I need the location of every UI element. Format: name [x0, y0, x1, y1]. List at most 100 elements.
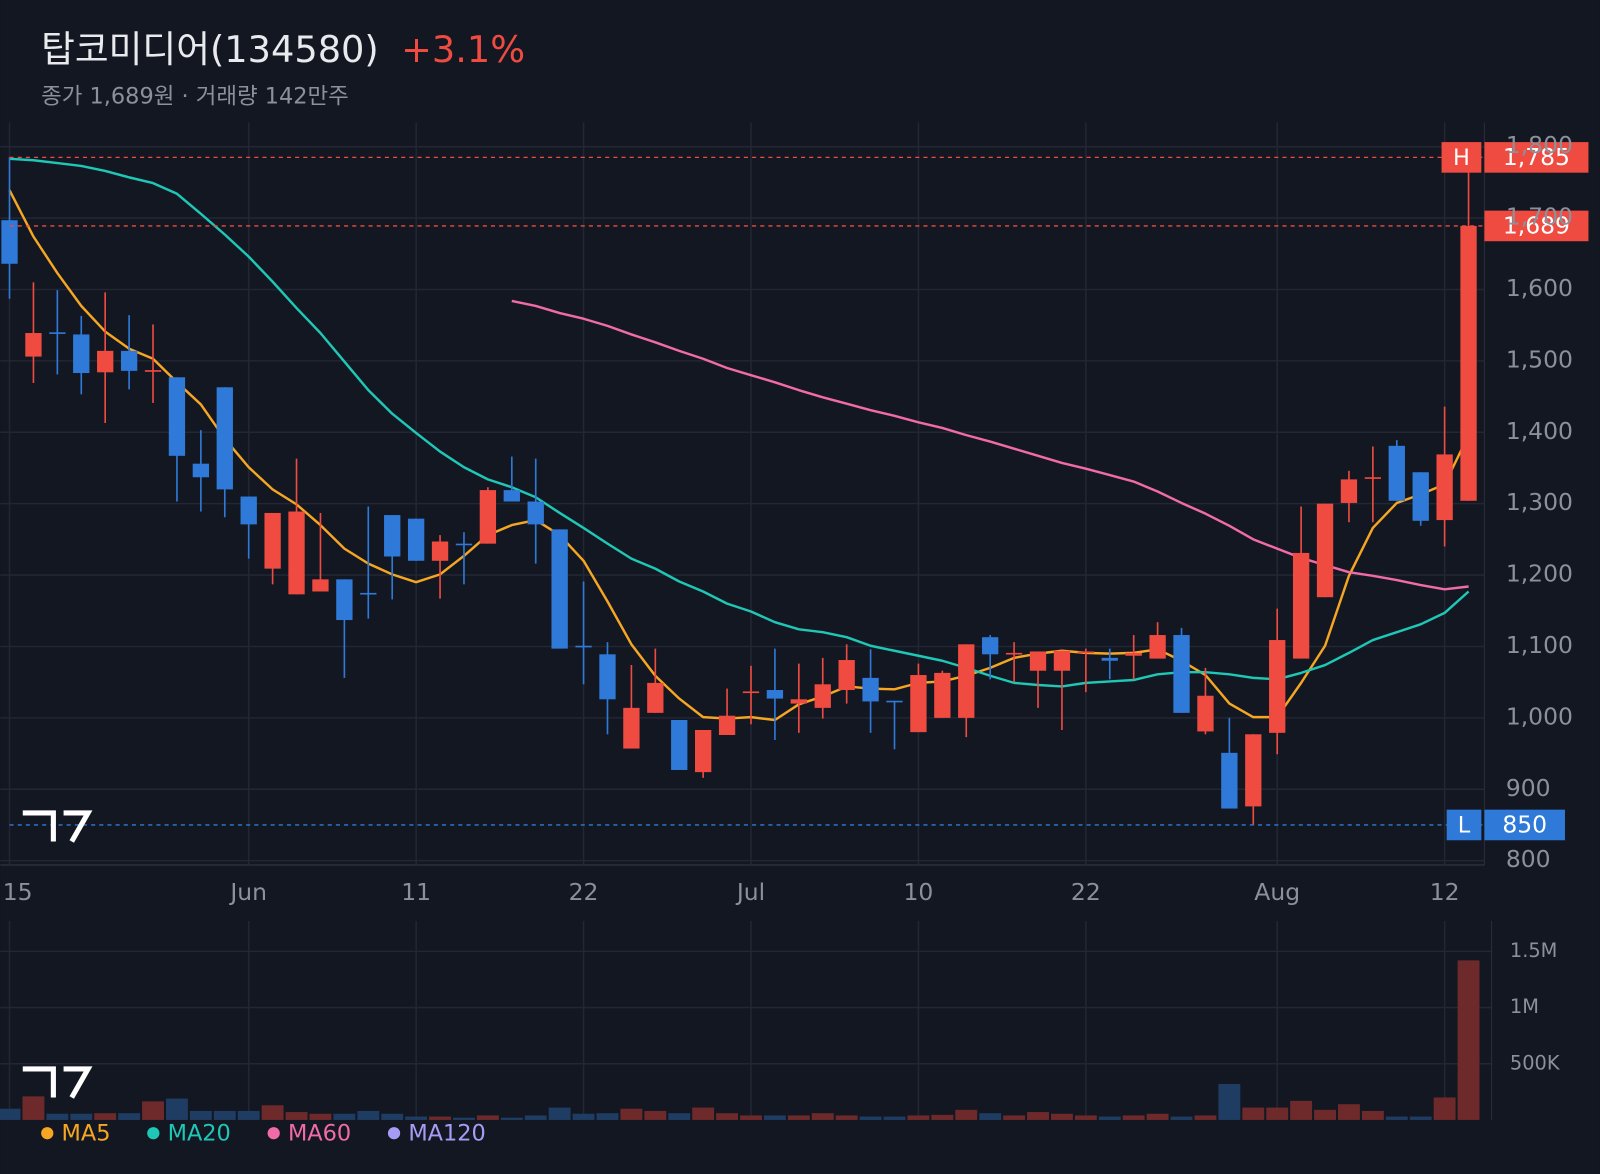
volume-bar — [213, 1110, 236, 1120]
chart-title: 탑코미디어(134580) — [41, 27, 379, 70]
volume-bar — [285, 1112, 308, 1120]
x-tick-label: 11 — [401, 878, 431, 906]
volume-bar — [1074, 1115, 1097, 1120]
y-tick-label: 800 — [1506, 845, 1551, 873]
candle-body — [1029, 651, 1047, 671]
candle-body — [49, 332, 66, 334]
ma-line — [8, 189, 1470, 722]
legend-label: MA20 — [168, 1121, 231, 1147]
price-tag-box — [1484, 210, 1589, 242]
candle-body — [647, 682, 664, 713]
candle-body — [718, 715, 736, 735]
price-tag: 1,785 — [1503, 143, 1570, 171]
volume-bar — [1409, 1116, 1432, 1120]
candle-body — [1436, 454, 1453, 521]
candle-body — [1412, 472, 1429, 521]
volume-bar — [1385, 1116, 1408, 1120]
volume-bar — [94, 1113, 117, 1120]
watermark-logo — [22, 810, 93, 843]
candle-body — [1292, 552, 1310, 659]
volume-bar — [381, 1113, 404, 1120]
candle-body — [503, 490, 520, 502]
x-tick-label: 22 — [1071, 878, 1101, 906]
x-tick-label: Jul — [735, 878, 765, 906]
volume-bar — [453, 1117, 475, 1120]
candle-body — [694, 730, 712, 773]
price-tag-box — [1484, 142, 1589, 173]
price-tag: 1,689 — [1503, 211, 1570, 239]
volume-bar — [1433, 1097, 1456, 1120]
candle-body — [336, 579, 353, 621]
volume-bar — [1242, 1107, 1265, 1120]
candle-body — [623, 707, 640, 749]
marker-tag-box — [1441, 142, 1482, 173]
legend-dot — [41, 1127, 54, 1140]
volume-bar — [644, 1110, 667, 1120]
candle-body — [551, 529, 568, 649]
candle-body — [958, 644, 975, 718]
y-tick-label: 900 — [1506, 774, 1551, 802]
chart-subtitle: 종가 1,689원 · 거래량 142만주 — [41, 83, 349, 109]
volume-bar — [0, 1108, 21, 1120]
candle-body — [1460, 225, 1477, 501]
volume-bar — [118, 1113, 141, 1120]
candle-body — [527, 501, 544, 525]
volume-bar — [1457, 960, 1480, 1120]
volume-bar — [1098, 1116, 1121, 1120]
legend-label: MA5 — [62, 1121, 111, 1147]
chart-header: 탑코미디어(134580) +3.1% — [41, 27, 525, 70]
price-tag-box — [1484, 809, 1565, 841]
marker-tag-box — [1446, 809, 1482, 841]
candle-body — [1388, 445, 1405, 501]
volume-bar — [261, 1105, 284, 1120]
volume-bar — [1146, 1113, 1169, 1120]
volume-bar — [1314, 1109, 1336, 1120]
candles — [1, 157, 1477, 825]
candle-body — [312, 579, 329, 592]
candle-body — [742, 691, 760, 694]
x-tick-label: Jun — [228, 878, 267, 906]
volume-bar — [668, 1113, 691, 1120]
candle-body — [1245, 734, 1262, 807]
candle-body — [1173, 635, 1190, 713]
candle-body — [766, 690, 784, 699]
volume-bar — [883, 1116, 906, 1120]
volume-bar — [476, 1115, 499, 1120]
candle-body — [73, 334, 90, 374]
reference-lines: H 1,785 1,689 L 850 — [9, 142, 1589, 841]
candle-body — [1221, 752, 1238, 809]
volume-panel — [0, 960, 1480, 1120]
volume-bar — [524, 1115, 547, 1120]
y-tick-label: 1,000 — [1506, 702, 1573, 730]
volume-bar — [859, 1116, 882, 1120]
volume-bar — [1266, 1107, 1289, 1120]
volume-bar — [189, 1110, 212, 1120]
y2-tick-label: 500K — [1510, 1051, 1561, 1074]
candle-body — [982, 637, 999, 655]
y-tick-label: 1,400 — [1506, 417, 1573, 445]
volume-bar — [1194, 1115, 1217, 1120]
candle-body — [1125, 652, 1142, 656]
volume-bar — [166, 1098, 188, 1120]
y-tick-label: 1,700 — [1506, 203, 1573, 231]
candle-body — [910, 675, 927, 733]
x-tick-label: 22 — [569, 878, 599, 906]
legend-dot — [147, 1127, 160, 1140]
candle-body — [575, 645, 592, 648]
volume-bar — [357, 1110, 380, 1120]
candle-body — [1053, 650, 1071, 671]
legend-label: MA120 — [408, 1121, 485, 1147]
x-tick-label: 10 — [904, 878, 934, 906]
candle-body — [1005, 652, 1023, 655]
volume-bar — [1361, 1110, 1384, 1120]
candle-body — [216, 387, 233, 490]
legend-dot — [387, 1127, 401, 1140]
candle-body — [120, 350, 138, 371]
y-tick-label: 1,600 — [1506, 274, 1573, 302]
watermark — [22, 810, 93, 1099]
candle-body — [1077, 651, 1095, 654]
candle-body — [264, 512, 281, 569]
candle-body — [479, 490, 497, 544]
candle-body — [97, 350, 114, 373]
